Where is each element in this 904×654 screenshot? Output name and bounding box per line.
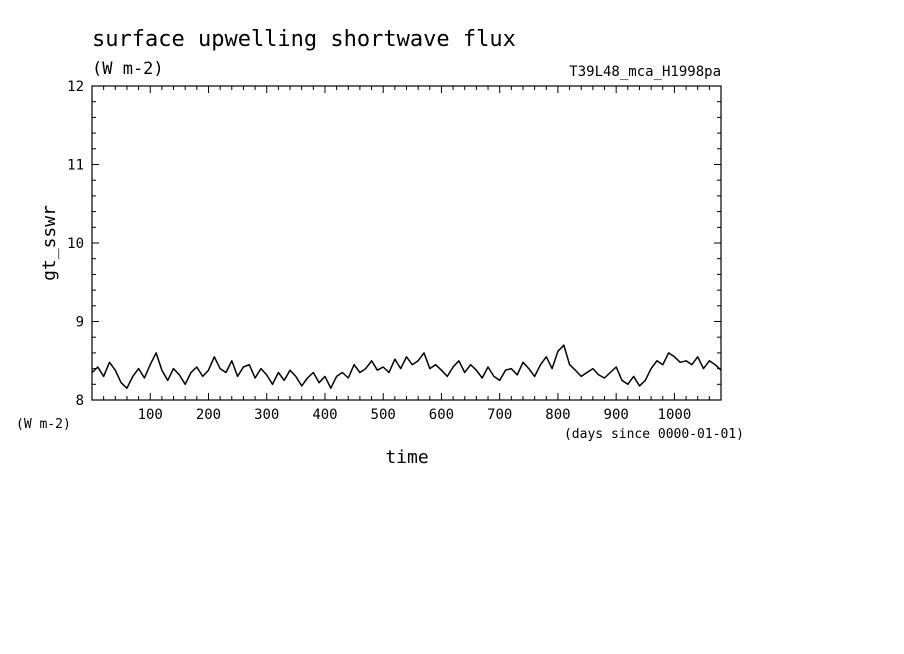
x-tick-label: 400 — [312, 407, 337, 423]
x-axis-unit: (days since 0000-01-01) — [564, 427, 744, 442]
run-label: T39L48_mca_H1998pa — [569, 64, 721, 80]
x-tick-label: 700 — [487, 407, 512, 423]
y-axis-label: gt_sswr — [39, 205, 60, 281]
y-tick-label: 10 — [67, 236, 84, 252]
chart-title: surface upwelling shortwave flux — [92, 27, 516, 52]
x-tick-label: 900 — [604, 407, 629, 423]
x-tick-label: 300 — [254, 407, 279, 423]
series-group — [91, 344, 722, 389]
x-tick-label: 800 — [545, 407, 570, 423]
series-line — [91, 344, 722, 389]
x-tick-label: 600 — [429, 407, 454, 423]
chart-subtitle: (W m-2) — [92, 59, 164, 79]
y-axis-ticks: 8 9 10 11 12 — [67, 79, 721, 409]
x-tick-label: 500 — [371, 407, 396, 423]
x-tick-label: 100 — [138, 407, 163, 423]
y-axis-unit: (W m-2) — [16, 417, 71, 432]
y-tick-label: 11 — [67, 158, 84, 174]
x-axis-ticks: 100 200 300 400 500 600 700 800 900 1000 — [103, 86, 722, 423]
y-tick-label: 9 — [76, 315, 84, 331]
x-tick-label: 1000 — [658, 407, 692, 423]
x-tick-label: 200 — [196, 407, 221, 423]
plot-frame — [91, 85, 722, 401]
x-axis-label: time — [385, 447, 428, 468]
y-tick-label: 12 — [67, 79, 84, 95]
y-tick-label: 8 — [76, 393, 84, 409]
